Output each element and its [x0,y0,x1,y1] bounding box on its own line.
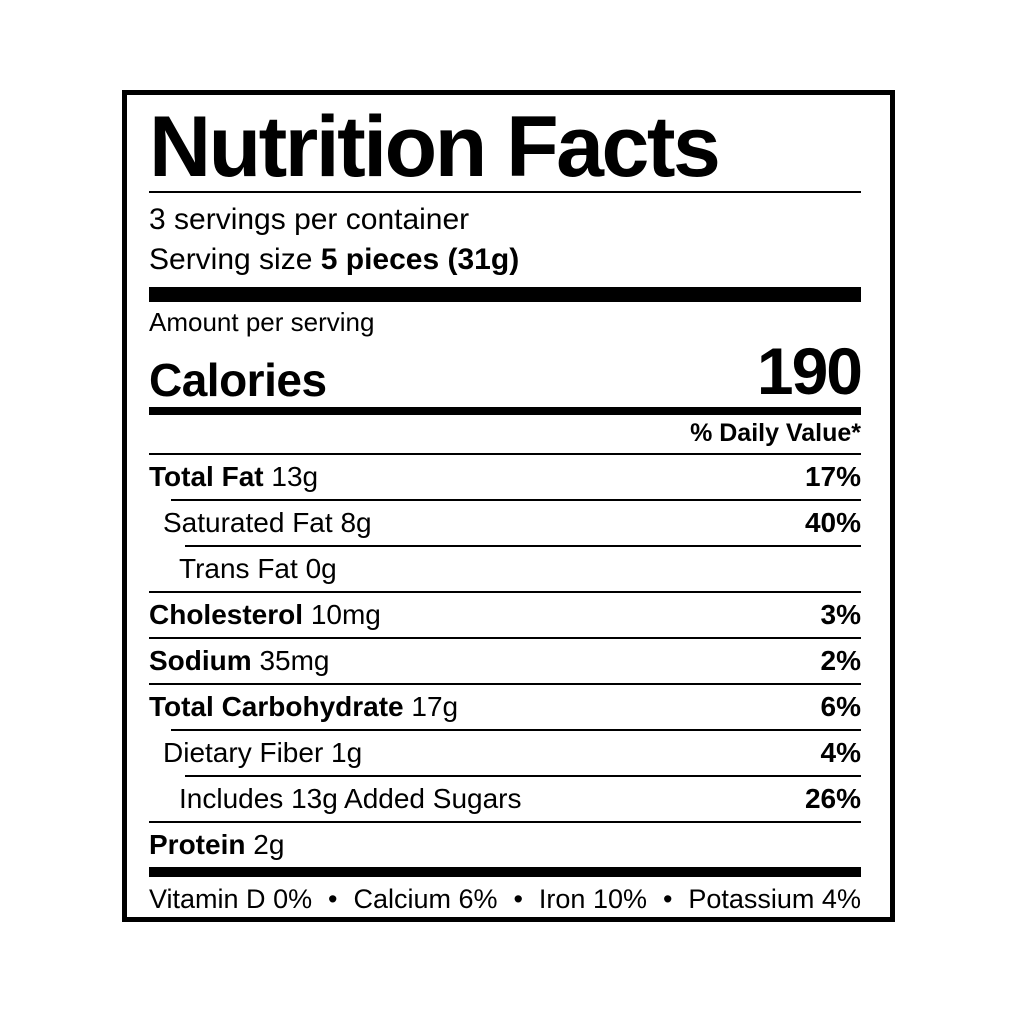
serving-size-label: Serving size [149,242,313,276]
nutrient-table: Total Fat 13g 17% Saturated Fat 8g 40% T… [149,453,861,867]
vitamins-row: Vitamin D 0% • Calcium 6% • Iron 10% • P… [149,877,861,919]
calories-value: 190 [756,334,863,409]
row-divider [149,821,861,824]
nutrient-name: Trans Fat 0g [179,553,337,585]
calories-block: Amount per serving Calories 190 [149,302,863,409]
vitamin-item: Iron 10% [538,884,647,915]
nutrient-daily-value: 4% [820,737,861,769]
vitamin-item: Potassium 4% [688,884,861,915]
servings-per-container: 3 servings per container [149,203,470,237]
nutrient-name: Cholesterol 10mg [149,599,381,631]
nutrient-daily-value: 40% [804,507,861,539]
calories-row: Calories 190 [149,334,863,409]
table-row: Total Fat 13g 17% [149,455,861,499]
row-divider [171,499,861,502]
row-divider [149,683,861,686]
table-row: Cholesterol 10mg 3% [149,593,861,637]
title-divider [149,191,861,194]
table-row: Trans Fat 0g [149,547,861,591]
nutrient-daily-value: 26% [804,783,861,815]
page-title: Nutrition Facts [149,99,721,195]
calories-label: Calories [149,353,327,406]
table-row: Includes 13g Added Sugars 26% [149,777,861,821]
nutrition-facts-label: Nutrition Facts 3 servings per container… [122,90,895,922]
table-row: Saturated Fat 8g 40% [149,501,861,545]
nutrient-name: Total Carbohydrate 17g [149,691,459,723]
nutrient-daily-value: 2% [820,645,861,677]
row-divider [185,545,861,548]
nutrient-daily-value: 6% [820,691,861,723]
row-divider [149,453,861,456]
serving-size-value: 5 pieces (31g) [320,242,520,276]
table-row: Protein 2g [149,823,861,867]
servings-block: 3 servings per container Serving size 5 … [149,193,861,287]
vitamin-item: Calcium 6% [353,884,498,915]
vitamin-item: Vitamin D 0% [149,884,313,915]
table-row: Total Carbohydrate 17g 6% [149,685,861,729]
nutrient-name: Sodium 35mg [149,645,330,677]
label-inner: Nutrition Facts 3 servings per container… [149,99,863,919]
row-divider [171,729,861,732]
table-row: Sodium 35mg 2% [149,639,861,683]
vitamin-separator-icon: • [513,884,523,915]
serving-size-row: Serving size 5 pieces (31g) [149,240,861,280]
nutrient-name: Dietary Fiber 1g [163,737,363,769]
nutrient-name: Total Fat 13g [149,461,319,493]
calories-bottom-bar [149,407,861,416]
nutrient-daily-value: 3% [820,599,861,631]
amount-per-serving-label: Amount per serving [149,307,375,338]
row-divider [149,637,861,640]
table-row: Dietary Fiber 1g 4% [149,731,861,775]
vitamin-separator-icon: • [662,884,673,915]
row-divider [149,591,861,594]
nutrient-name: Protein 2g [149,829,285,861]
row-divider [185,775,861,778]
nutrient-daily-value: 17% [804,461,861,493]
nutrient-name: Saturated Fat 8g [163,507,372,539]
nutrient-name: Includes 13g Added Sugars [179,783,522,815]
vitamin-separator-icon: • [328,884,338,915]
vitamins-top-bar [149,867,861,878]
daily-value-header: % Daily Value* [690,419,861,448]
calories-section-top-bar [149,287,861,303]
